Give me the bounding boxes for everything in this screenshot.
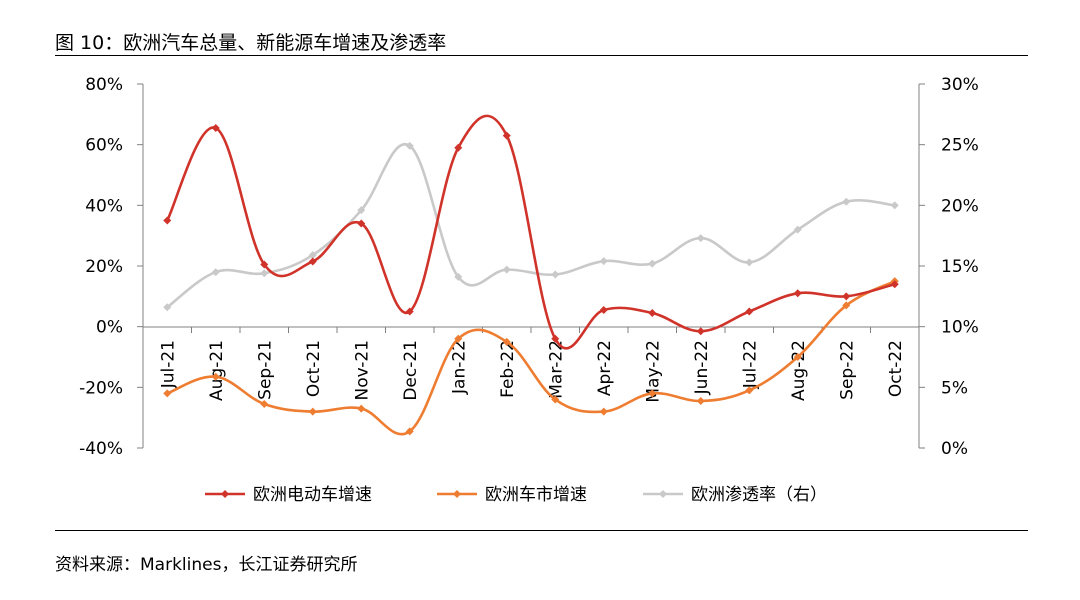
data-point-marker bbox=[745, 386, 754, 395]
source-note: 资料来源：Marklines，长江证券研究所 bbox=[55, 555, 358, 575]
category-label: Feb-22 bbox=[498, 340, 518, 398]
data-point-marker bbox=[502, 265, 511, 274]
data-point-marker bbox=[842, 197, 851, 206]
series-line bbox=[166, 142, 895, 309]
data-point-marker bbox=[211, 123, 220, 132]
left-axis-tick-label: 20% bbox=[85, 257, 123, 277]
data-point-marker bbox=[454, 143, 463, 152]
category-label: Jul-21 bbox=[158, 340, 178, 389]
right-axis-tick-label: 20% bbox=[941, 196, 979, 216]
data-point-marker bbox=[551, 334, 560, 343]
axes-group: 80% 60% 40% 20% 0% -20% -40% 30% 25% 20% 15% 10% 5% 0… bbox=[79, 75, 979, 459]
data-point-marker bbox=[696, 396, 705, 405]
bottom-rule bbox=[55, 530, 1028, 531]
data-point-marker bbox=[163, 389, 172, 398]
data-point-marker bbox=[745, 258, 754, 267]
data-point-marker bbox=[357, 404, 366, 413]
data-point-marker bbox=[405, 427, 414, 436]
data-point-marker bbox=[308, 251, 317, 260]
data-point-marker bbox=[163, 216, 172, 225]
legend-swatch-marker bbox=[221, 490, 229, 498]
legend-swatch-marker bbox=[659, 490, 667, 498]
category-label: Dec-21 bbox=[401, 340, 421, 401]
data-point-marker bbox=[260, 400, 269, 409]
category-label: Apr-22 bbox=[595, 340, 615, 396]
data-point-marker bbox=[842, 292, 851, 301]
category-label: Jan-22 bbox=[449, 340, 469, 395]
left-axis-tick-label: 0% bbox=[96, 318, 123, 338]
right-axis-tick-label: 10% bbox=[941, 318, 979, 338]
category-label: Oct-22 bbox=[886, 340, 906, 397]
data-point-marker bbox=[163, 303, 172, 312]
category-label: Jun-22 bbox=[692, 340, 712, 395]
data-point-marker bbox=[211, 372, 220, 381]
category-label: Sep-21 bbox=[255, 340, 275, 400]
series-layer bbox=[163, 114, 899, 436]
data-point-marker bbox=[502, 131, 511, 140]
category-label: Aug-21 bbox=[207, 340, 227, 401]
right-axis-tick-label: 0% bbox=[941, 439, 968, 459]
legend: 欧洲电动车增速 欧洲车市增速 欧洲渗透率（右） bbox=[205, 485, 827, 505]
series-line bbox=[166, 114, 896, 350]
figure-title: 图 10：欧洲汽车总量、新能源车增速及渗透率 bbox=[55, 32, 447, 54]
data-point-marker bbox=[599, 407, 608, 416]
data-point-marker bbox=[745, 307, 754, 316]
data-point-marker bbox=[454, 334, 463, 343]
category-label: Mar-22 bbox=[546, 340, 566, 399]
legend-label: 欧洲电动车增速 bbox=[253, 485, 372, 505]
data-point-marker bbox=[599, 305, 608, 314]
data-point-marker bbox=[551, 395, 560, 404]
data-point-marker bbox=[696, 327, 705, 336]
top-rule bbox=[55, 55, 1028, 56]
data-point-marker bbox=[502, 337, 511, 346]
data-point-marker bbox=[405, 307, 414, 316]
data-point-marker bbox=[648, 389, 657, 398]
legend-swatch-marker bbox=[453, 490, 461, 498]
data-point-marker bbox=[260, 260, 269, 269]
data-point-marker bbox=[551, 270, 560, 279]
right-axis-tick-label: 15% bbox=[941, 257, 979, 277]
data-point-marker bbox=[842, 301, 851, 310]
data-point-marker bbox=[405, 141, 414, 150]
series-line bbox=[166, 279, 896, 436]
left-axis-tick-label: -40% bbox=[79, 439, 123, 459]
data-point-marker bbox=[793, 225, 802, 234]
data-point-marker bbox=[308, 407, 317, 416]
legend-label: 欧洲渗透率（右） bbox=[691, 485, 827, 505]
data-point-marker bbox=[260, 269, 269, 278]
data-point-marker bbox=[454, 272, 463, 281]
data-point-marker bbox=[211, 268, 220, 277]
category-label: Aug-22 bbox=[789, 340, 809, 401]
category-label: Sep-22 bbox=[837, 340, 857, 400]
right-axis-tick-label: 30% bbox=[941, 75, 979, 95]
category-label: Oct-21 bbox=[304, 340, 324, 397]
right-axis-tick-label: 5% bbox=[941, 378, 968, 398]
data-point-marker bbox=[648, 309, 657, 318]
data-point-marker bbox=[793, 289, 802, 298]
left-axis-tick-label: -20% bbox=[79, 378, 123, 398]
left-axis-tick-label: 80% bbox=[85, 75, 123, 95]
data-point-marker bbox=[890, 280, 899, 289]
data-point-marker bbox=[890, 201, 899, 210]
data-point-marker bbox=[648, 259, 657, 268]
data-point-marker bbox=[357, 219, 366, 228]
legend-label: 欧洲车市增速 bbox=[485, 485, 587, 505]
data-point-marker bbox=[599, 257, 608, 266]
data-point-marker bbox=[793, 353, 802, 361]
left-axis-tick-label: 40% bbox=[85, 196, 123, 216]
category-label: Jul-22 bbox=[740, 340, 760, 389]
category-label: May-22 bbox=[643, 340, 663, 403]
data-point-marker bbox=[357, 206, 366, 215]
data-point-marker bbox=[696, 234, 705, 243]
left-axis-tick-label: 60% bbox=[85, 136, 123, 156]
data-point-marker bbox=[308, 257, 317, 266]
right-axis-tick-label: 25% bbox=[941, 136, 979, 156]
category-label: Nov-21 bbox=[352, 340, 372, 401]
